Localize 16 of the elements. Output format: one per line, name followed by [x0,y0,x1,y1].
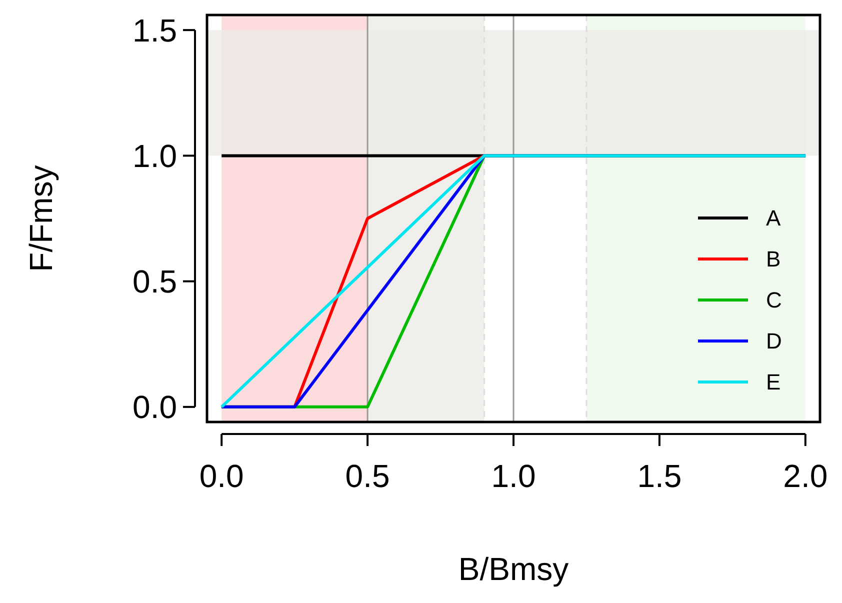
y-tick-label: 1.0 [132,138,177,174]
x-axis-title: B/Bmsy [458,551,569,587]
y-tick-label: 1.5 [132,12,177,48]
legend-label: B [766,246,781,272]
y-axis-title: F/Fmsy [23,165,59,272]
x-tick-label: 2.0 [783,458,828,494]
x-tick-label: 0.0 [199,458,244,494]
legend-label: E [766,370,781,395]
x-tick-label: 1.5 [637,458,682,494]
legend-label: C [766,288,782,313]
legend-label: A [766,206,781,231]
x-tick-label: 0.5 [345,458,390,494]
x-tick-label: 1.0 [491,458,536,494]
legend-label: D [766,328,782,354]
y-tick-label: 0.0 [132,389,177,426]
y-tick-label: 0.5 [132,264,177,300]
